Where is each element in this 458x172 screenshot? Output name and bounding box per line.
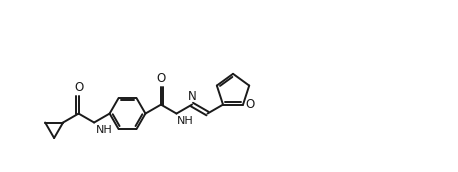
Text: NH: NH [96,125,113,135]
Text: O: O [245,98,255,111]
Text: NH: NH [177,116,194,126]
Text: N: N [188,90,196,103]
Text: O: O [156,72,166,85]
Text: O: O [74,81,83,94]
